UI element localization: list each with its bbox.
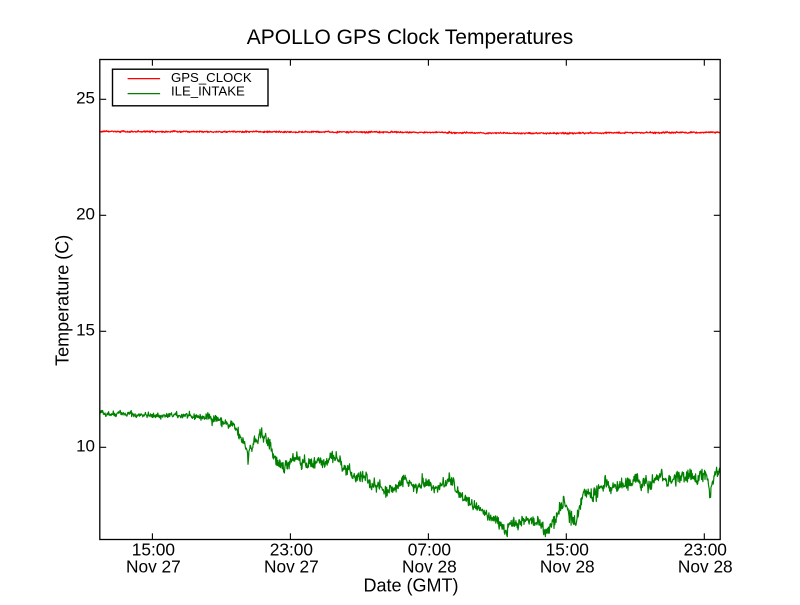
svg-text:07:00: 07:00 — [408, 540, 451, 560]
svg-text:25: 25 — [76, 89, 95, 108]
svg-text:20: 20 — [76, 205, 95, 224]
svg-text:23:00: 23:00 — [684, 540, 727, 560]
svg-text:Nov 28: Nov 28 — [540, 556, 595, 576]
svg-text:ILE_INTAKE: ILE_INTAKE — [171, 83, 245, 98]
svg-text:Temperature (C): Temperature (C) — [52, 235, 72, 366]
svg-text:Nov 28: Nov 28 — [678, 556, 733, 576]
svg-text:15:00: 15:00 — [546, 540, 589, 560]
svg-text:Nov 27: Nov 27 — [264, 556, 319, 576]
svg-text:APOLLO GPS Clock Temperatures: APOLLO GPS Clock Temperatures — [247, 26, 573, 49]
svg-text:10: 10 — [76, 437, 95, 456]
svg-text:Date (GMT): Date (GMT) — [363, 576, 458, 596]
svg-text:23:00: 23:00 — [270, 540, 313, 560]
svg-text:Nov 28: Nov 28 — [402, 556, 457, 576]
svg-text:15: 15 — [76, 321, 95, 340]
svg-text:GPS_CLOCK: GPS_CLOCK — [171, 70, 252, 85]
svg-text:Nov 27: Nov 27 — [126, 556, 181, 576]
svg-text:15:00: 15:00 — [132, 540, 175, 560]
